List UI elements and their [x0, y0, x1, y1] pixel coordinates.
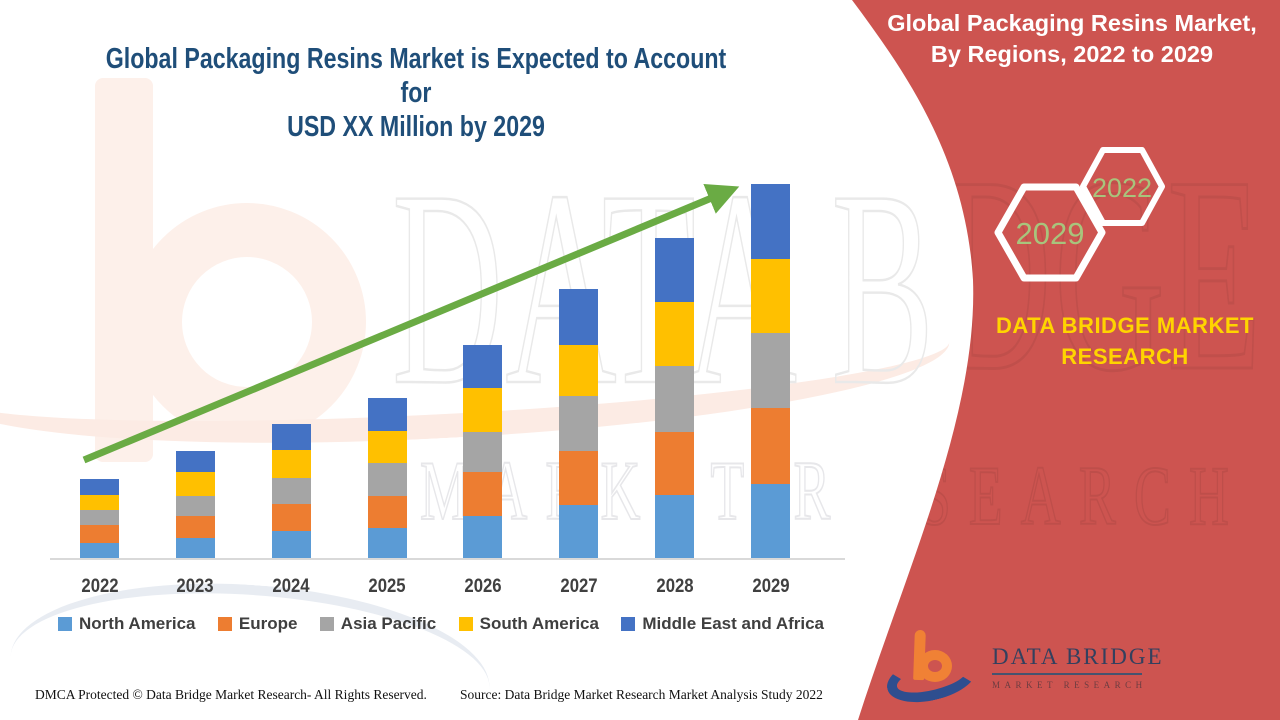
- bar-segment-middle-east-and-africa: [463, 345, 503, 389]
- bar-segment-middle-east-and-africa: [271, 424, 311, 451]
- stacked-bar-2025: [367, 398, 407, 560]
- logo-subtitle: MARKET RESEARCH: [992, 680, 1147, 690]
- legend-label: South America: [479, 614, 599, 633]
- bar-segment-asia-pacific: [271, 478, 311, 504]
- bar-segment-south-america: [271, 450, 311, 479]
- bar-segment-south-america: [655, 301, 695, 366]
- chart-title: Global Packaging Resins Market is Expect…: [96, 42, 736, 144]
- bar-segment-europe: [175, 515, 215, 538]
- legend-label: Middle East and Africa: [642, 614, 824, 633]
- bar-segment-middle-east-and-africa: [80, 478, 119, 495]
- legend-label: Europe: [238, 614, 298, 633]
- x-axis-label-2028: 2028: [656, 576, 694, 597]
- bar-segment-europe: [751, 408, 790, 485]
- legend-item-asia-pacific: Asia Pacific: [319, 614, 437, 634]
- x-axis-label-2026: 2026: [464, 576, 502, 597]
- hexagon-2029-label: 2029: [1016, 216, 1085, 251]
- footer-dmca-text: DMCA Protected © Data Bridge Market Rese…: [35, 687, 427, 702]
- brand-text: DATA BRIDGE MARKET RESEARCH: [955, 310, 1280, 372]
- bar-segment-asia-pacific: [655, 365, 695, 432]
- legend-swatch-icon: [319, 617, 334, 631]
- bar-segment-north-america: [463, 516, 503, 560]
- x-axis-label-2029: 2029: [751, 576, 790, 597]
- bar-segment-asia-pacific: [559, 396, 599, 451]
- legend-label: North America: [79, 614, 196, 633]
- bar-segment-south-america: [559, 345, 599, 397]
- bar-segment-europe: [271, 503, 311, 532]
- hexagon-badge-2022: [1080, 147, 1165, 226]
- bar-segment-europe: [559, 450, 599, 505]
- stacked-bar-2026: [463, 345, 503, 560]
- bar-segment-north-america: [751, 484, 790, 559]
- hexagon-2022-label: 2022: [1092, 173, 1152, 203]
- panel-title-line1: Global Packaging Resins Market,: [887, 10, 1257, 36]
- logo-wordmark: DATA BRIDGE MARKET RESEARCH: [992, 644, 1164, 690]
- chart-legend: North America Europe Asia Pacific South Ame…: [58, 614, 824, 634]
- watermark-text-small-red: ESEARCH: [868, 448, 1247, 543]
- bar-segment-europe: [367, 496, 407, 529]
- chart-title-line2: USD XX Million by 2029: [287, 111, 545, 143]
- bar-segment-europe: [80, 524, 119, 543]
- bar-segment-middle-east-and-africa: [559, 289, 599, 346]
- bar-segment-middle-east-and-africa: [655, 237, 695, 302]
- x-axis-label-2022: 2022: [80, 576, 119, 597]
- panel-title-line2: By Regions, 2022 to 2029: [930, 41, 1214, 67]
- stacked-bar-2022: [80, 478, 119, 560]
- chart-title-line1: Global Packaging Resins Market is Expect…: [105, 43, 727, 109]
- x-axis-label-2023: 2023: [176, 576, 214, 597]
- bar-segment-middle-east-and-africa: [367, 398, 407, 432]
- bar-segment-north-america: [367, 528, 407, 560]
- legend-swatch-icon: [621, 617, 636, 631]
- data-bridge-logo: DATA BRIDGE MARKET RESEARCH: [882, 628, 1214, 711]
- legend-item-north-america: North America: [58, 614, 196, 634]
- legend-item-south-america: South America: [458, 614, 599, 634]
- legend-label: Asia Pacific: [340, 614, 437, 633]
- bar-segment-south-america: [175, 471, 215, 496]
- bar-segment-middle-east-and-africa: [175, 450, 215, 472]
- stacked-bar-2023: [175, 450, 215, 560]
- logo-title: DATA BRIDGE: [992, 644, 1164, 669]
- logo-b-bowl-icon: [918, 650, 952, 682]
- bar-segment-north-america: [271, 531, 311, 559]
- logo-divider: [992, 673, 1142, 675]
- bar-segment-europe: [463, 472, 503, 517]
- bar-segment-asia-pacific: [80, 509, 119, 525]
- bar-segment-south-america: [751, 258, 790, 334]
- bar-segment-south-america: [463, 388, 503, 433]
- footer-source-text: Source: Data Bridge Market Research Mark…: [460, 687, 823, 702]
- bar-segment-asia-pacific: [175, 495, 215, 516]
- legend-swatch-icon: [58, 617, 72, 631]
- bar-segment-north-america: [655, 495, 695, 559]
- x-axis-line: [50, 558, 845, 560]
- hexagon-badge-2029: [994, 183, 1106, 282]
- bar-segment-europe: [655, 431, 695, 496]
- brand-text-line2: RESEARCH: [1061, 344, 1189, 369]
- bar-segment-north-america: [559, 504, 599, 559]
- bar-segment-asia-pacific: [367, 463, 407, 497]
- bar-segment-asia-pacific: [463, 432, 503, 473]
- bar-segment-asia-pacific: [751, 333, 790, 409]
- legend-item-europe: Europe: [217, 614, 298, 634]
- x-axis-label-2027: 2027: [560, 576, 598, 597]
- stacked-bar-2028: [655, 237, 695, 559]
- brand-text-line1: DATA BRIDGE MARKET: [996, 313, 1254, 338]
- stacked-bar-2024: [271, 424, 311, 559]
- x-axis-label-2025: 2025: [368, 576, 406, 597]
- panel-title: Global Packaging Resins Market, By Regio…: [876, 8, 1268, 70]
- stacked-bar-2029: [751, 183, 790, 559]
- stacked-bar-2027: [559, 289, 599, 559]
- bar-segment-south-america: [367, 431, 407, 464]
- legend-item-middle-east-and-africa: Middle East and Africa: [621, 614, 824, 634]
- legend-swatch-icon: [458, 617, 473, 631]
- x-axis-label-2024: 2024: [272, 576, 310, 597]
- bar-segment-north-america: [80, 542, 119, 559]
- bar-segment-north-america: [175, 537, 215, 560]
- bar-segment-south-america: [80, 494, 119, 510]
- legend-swatch-icon: [217, 617, 232, 631]
- bar-segment-middle-east-and-africa: [751, 183, 790, 259]
